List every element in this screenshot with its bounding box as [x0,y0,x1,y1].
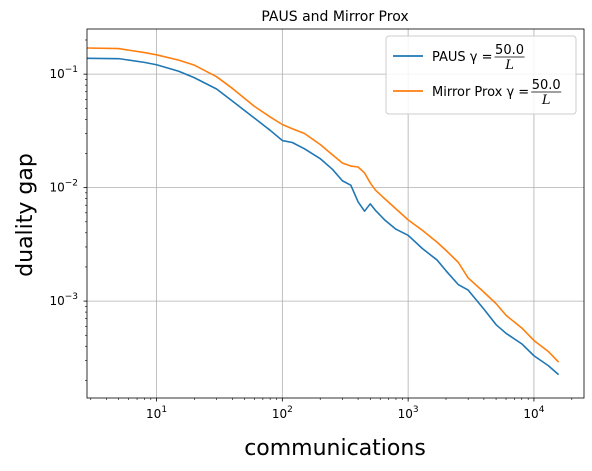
legend-fraction-numerator: 50.0 [532,78,561,93]
legend-label: PAUS γ = [432,50,493,65]
x-axis-label: communications [244,436,426,461]
legend-fraction-numerator: 50.0 [495,43,524,58]
chart-title: PAUS and Mirror Prox [261,9,408,25]
y-axis-label: duality gap [13,153,38,277]
legend-fraction-denominator: L [504,58,514,73]
legend-fraction-denominator: L [541,93,551,108]
legend-label: Mirror Prox γ = [432,85,529,100]
